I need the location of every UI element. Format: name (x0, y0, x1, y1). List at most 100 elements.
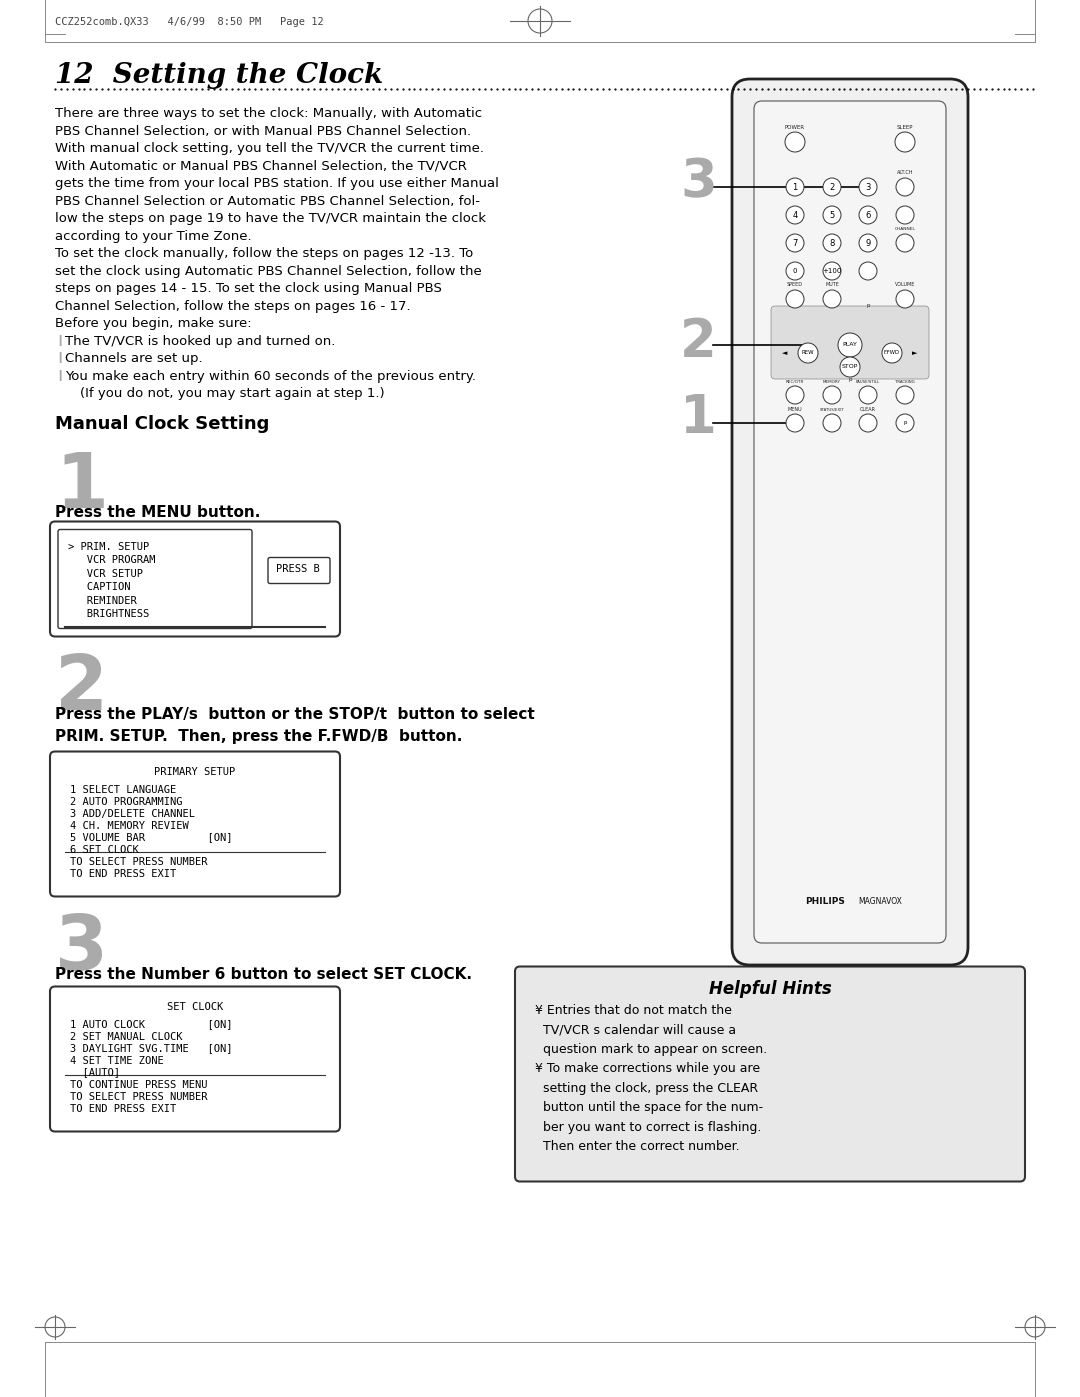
Circle shape (859, 263, 877, 279)
Text: MEMORY: MEMORY (823, 380, 841, 384)
Text: ❙: ❙ (55, 369, 65, 380)
Circle shape (838, 332, 862, 358)
FancyBboxPatch shape (515, 967, 1025, 1182)
Text: ►: ► (913, 351, 918, 356)
Text: PAUSE/STILL: PAUSE/STILL (856, 380, 880, 384)
Text: p: p (848, 377, 852, 381)
Text: With Automatic or Manual PBS Channel Selection, the TV/VCR: With Automatic or Manual PBS Channel Sel… (55, 159, 467, 172)
Text: Press the MENU button.: Press the MENU button. (55, 504, 260, 520)
Text: ber you want to correct is flashing.: ber you want to correct is flashing. (535, 1120, 761, 1133)
Circle shape (896, 205, 914, 224)
Circle shape (823, 386, 841, 404)
Circle shape (896, 177, 914, 196)
Text: TV/VCR s calendar will cause a: TV/VCR s calendar will cause a (535, 1023, 737, 1037)
Text: PBS Channel Selection, or with Manual PBS Channel Selection.: PBS Channel Selection, or with Manual PB… (55, 124, 471, 137)
Text: Before you begin, make sure:: Before you begin, make sure: (55, 317, 252, 330)
Text: TO END PRESS EXIT: TO END PRESS EXIT (70, 869, 176, 879)
Circle shape (895, 131, 915, 152)
Text: REW: REW (801, 351, 814, 355)
Text: 6: 6 (865, 211, 870, 219)
Text: MUTE: MUTE (825, 282, 839, 288)
Text: +100: +100 (822, 268, 841, 274)
Circle shape (786, 263, 804, 279)
Text: 4: 4 (793, 211, 798, 219)
Text: p: p (903, 420, 907, 426)
Text: PLAY: PLAY (842, 342, 858, 348)
Text: ALT.CH: ALT.CH (896, 169, 914, 175)
Text: 1 AUTO CLOCK          [ON]: 1 AUTO CLOCK [ON] (70, 1020, 232, 1030)
Circle shape (896, 414, 914, 432)
Text: ¥ Entries that do not match the: ¥ Entries that do not match the (535, 1003, 732, 1017)
Text: 5: 5 (829, 211, 835, 219)
Text: 3: 3 (680, 156, 717, 208)
Text: CAPTION: CAPTION (68, 583, 131, 592)
Text: 3: 3 (55, 911, 108, 985)
Text: MENU: MENU (787, 408, 802, 412)
Circle shape (785, 131, 805, 152)
Text: [AUTO]: [AUTO] (70, 1067, 120, 1077)
Text: PRIMARY SETUP: PRIMARY SETUP (154, 767, 235, 777)
Circle shape (859, 177, 877, 196)
Text: 3 ADD/DELETE CHANNEL: 3 ADD/DELETE CHANNEL (70, 809, 195, 819)
Text: 4 CH. MEMORY REVIEW: 4 CH. MEMORY REVIEW (70, 820, 189, 830)
Circle shape (786, 291, 804, 307)
Text: ❙: ❙ (55, 352, 65, 363)
Text: SET CLOCK: SET CLOCK (167, 1002, 224, 1011)
Text: 2 SET MANUAL CLOCK: 2 SET MANUAL CLOCK (70, 1031, 183, 1042)
Text: 9: 9 (865, 239, 870, 247)
Text: steps on pages 14 - 15. To set the clock using Manual PBS: steps on pages 14 - 15. To set the clock… (55, 282, 442, 295)
Text: CCZ252comb.QX33   4/6/99  8:50 PM   Page 12: CCZ252comb.QX33 4/6/99 8:50 PM Page 12 (55, 17, 324, 27)
Text: VCR SETUP: VCR SETUP (68, 569, 143, 578)
Text: PRIM. SETUP.  Then, press the F.FWD/B  button.: PRIM. SETUP. Then, press the F.FWD/B but… (55, 728, 462, 743)
Circle shape (786, 177, 804, 196)
Circle shape (823, 177, 841, 196)
Text: VCR PROGRAM: VCR PROGRAM (68, 555, 156, 564)
Text: Manual Clock Setting: Manual Clock Setting (55, 415, 269, 433)
Text: Press the PLAY/s  button or the STOP/t  button to select: Press the PLAY/s button or the STOP/t bu… (55, 707, 535, 721)
Text: BRIGHTNESS: BRIGHTNESS (68, 609, 149, 619)
Text: 7: 7 (793, 239, 798, 247)
Text: question mark to appear on screen.: question mark to appear on screen. (535, 1042, 767, 1056)
Text: set the clock using Automatic PBS Channel Selection, follow the: set the clock using Automatic PBS Channe… (55, 264, 482, 278)
Text: Press the Number 6 button to select SET CLOCK.: Press the Number 6 button to select SET … (55, 967, 472, 982)
Text: 2: 2 (680, 316, 717, 367)
Circle shape (840, 358, 860, 377)
Circle shape (798, 344, 818, 363)
Text: 12  Setting the Clock: 12 Setting the Clock (55, 61, 383, 89)
Text: according to your Time Zone.: according to your Time Zone. (55, 229, 252, 243)
Text: With manual clock setting, you tell the TV/VCR the current time.: With manual clock setting, you tell the … (55, 142, 484, 155)
Text: p: p (866, 303, 869, 307)
Text: PRESS B: PRESS B (276, 563, 320, 574)
Text: (If you do not, you may start again at step 1.): (If you do not, you may start again at s… (80, 387, 384, 400)
Text: ¥ To make corrections while you are: ¥ To make corrections while you are (535, 1062, 760, 1076)
FancyBboxPatch shape (50, 752, 340, 897)
Text: STOP: STOP (841, 365, 859, 369)
FancyBboxPatch shape (50, 986, 340, 1132)
Text: button until the space for the num-: button until the space for the num- (535, 1101, 764, 1113)
Text: 2: 2 (829, 183, 835, 191)
Text: There are three ways to set the clock: Manually, with Automatic: There are three ways to set the clock: M… (55, 108, 482, 120)
Text: > PRIM. SETUP: > PRIM. SETUP (68, 542, 149, 552)
Text: setting the clock, press the CLEAR: setting the clock, press the CLEAR (535, 1081, 758, 1094)
Text: MAGNAVOX: MAGNAVOX (858, 897, 902, 907)
Text: To set the clock manually, follow the steps on pages 12 -13. To: To set the clock manually, follow the st… (55, 247, 473, 260)
Text: 1: 1 (55, 450, 108, 524)
Text: 3: 3 (865, 183, 870, 191)
Circle shape (786, 386, 804, 404)
Text: PBS Channel Selection or Automatic PBS Channel Selection, fol-: PBS Channel Selection or Automatic PBS C… (55, 194, 480, 208)
Text: You make each entry within 60 seconds of the previous entry.: You make each entry within 60 seconds of… (65, 369, 476, 383)
Text: The TV/VCR is hooked up and turned on.: The TV/VCR is hooked up and turned on. (65, 334, 336, 348)
Circle shape (896, 386, 914, 404)
Circle shape (823, 235, 841, 251)
Text: TO END PRESS EXIT: TO END PRESS EXIT (70, 1104, 176, 1113)
FancyBboxPatch shape (754, 101, 946, 943)
Circle shape (859, 414, 877, 432)
Text: 1: 1 (680, 393, 717, 444)
Text: 1 SELECT LANGUAGE: 1 SELECT LANGUAGE (70, 785, 176, 795)
Text: 2: 2 (55, 651, 108, 725)
Text: STATUS/EXIT: STATUS/EXIT (820, 408, 845, 412)
Text: 5 VOLUME BAR          [ON]: 5 VOLUME BAR [ON] (70, 833, 232, 842)
Text: Channels are set up.: Channels are set up. (65, 352, 203, 365)
Text: low the steps on page 19 to have the TV/VCR maintain the clock: low the steps on page 19 to have the TV/… (55, 212, 486, 225)
Circle shape (882, 344, 902, 363)
